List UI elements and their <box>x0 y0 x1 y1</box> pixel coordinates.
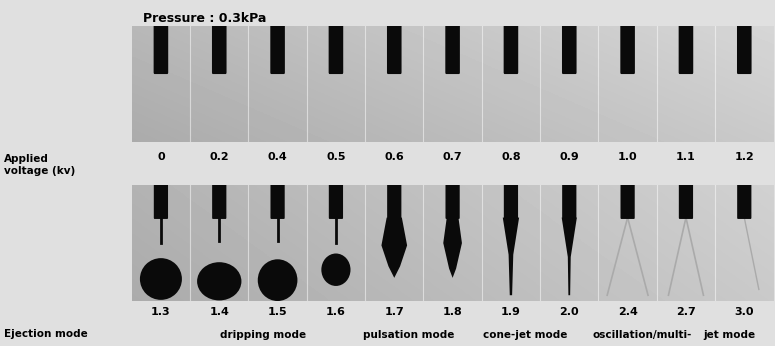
Text: Ejection mode: Ejection mode <box>4 329 88 339</box>
FancyBboxPatch shape <box>329 17 343 74</box>
FancyBboxPatch shape <box>270 177 284 219</box>
FancyBboxPatch shape <box>504 17 518 74</box>
Ellipse shape <box>140 258 182 300</box>
Text: 2.7: 2.7 <box>676 307 696 317</box>
Text: 1.6: 1.6 <box>326 307 346 317</box>
FancyBboxPatch shape <box>446 177 460 219</box>
Ellipse shape <box>322 254 350 286</box>
Text: 0.6: 0.6 <box>384 152 404 162</box>
FancyBboxPatch shape <box>679 17 694 74</box>
FancyBboxPatch shape <box>504 177 518 219</box>
Text: jet mode: jet mode <box>704 330 756 340</box>
Text: 1.1: 1.1 <box>676 152 696 162</box>
Polygon shape <box>381 218 407 278</box>
Text: pulsation mode: pulsation mode <box>363 330 454 340</box>
Text: 1.0: 1.0 <box>618 152 637 162</box>
FancyBboxPatch shape <box>621 177 635 219</box>
FancyBboxPatch shape <box>153 17 168 74</box>
FancyBboxPatch shape <box>212 177 226 219</box>
FancyBboxPatch shape <box>388 177 401 219</box>
FancyBboxPatch shape <box>329 177 343 219</box>
FancyBboxPatch shape <box>387 17 401 74</box>
Text: 0.9: 0.9 <box>560 152 579 162</box>
FancyBboxPatch shape <box>562 177 577 219</box>
Text: 1.3: 1.3 <box>151 307 170 317</box>
Ellipse shape <box>197 262 242 300</box>
Polygon shape <box>443 218 462 278</box>
Text: 1.9: 1.9 <box>501 307 521 317</box>
FancyBboxPatch shape <box>737 177 752 219</box>
Text: Applied
voltage (kv): Applied voltage (kv) <box>4 154 75 175</box>
FancyBboxPatch shape <box>562 17 577 74</box>
Text: 1.8: 1.8 <box>443 307 463 317</box>
Text: 0.4: 0.4 <box>267 152 288 162</box>
Text: 1.4: 1.4 <box>209 307 229 317</box>
Text: 0.7: 0.7 <box>443 152 463 162</box>
Text: dripping mode: dripping mode <box>220 330 306 340</box>
FancyBboxPatch shape <box>153 177 168 219</box>
FancyBboxPatch shape <box>620 17 635 74</box>
Polygon shape <box>562 218 577 295</box>
FancyBboxPatch shape <box>212 17 226 74</box>
Ellipse shape <box>258 259 298 301</box>
FancyBboxPatch shape <box>446 17 460 74</box>
Text: 1.2: 1.2 <box>735 152 754 162</box>
Text: Pressure : 0.3kPa: Pressure : 0.3kPa <box>143 12 267 25</box>
Text: 0: 0 <box>157 152 165 162</box>
Text: 2.4: 2.4 <box>618 307 638 317</box>
Text: 0.8: 0.8 <box>501 152 521 162</box>
Text: oscillation/multi-: oscillation/multi- <box>593 330 692 340</box>
Text: 0.2: 0.2 <box>209 152 229 162</box>
FancyBboxPatch shape <box>679 177 693 219</box>
Text: 1.5: 1.5 <box>268 307 288 317</box>
Text: 1.7: 1.7 <box>384 307 404 317</box>
Text: 3.0: 3.0 <box>735 307 754 317</box>
Text: 2.0: 2.0 <box>560 307 579 317</box>
Text: 0.5: 0.5 <box>326 152 346 162</box>
Polygon shape <box>503 218 519 295</box>
FancyBboxPatch shape <box>270 17 285 74</box>
FancyBboxPatch shape <box>737 17 752 74</box>
Text: cone-jet mode: cone-jet mode <box>484 330 568 340</box>
